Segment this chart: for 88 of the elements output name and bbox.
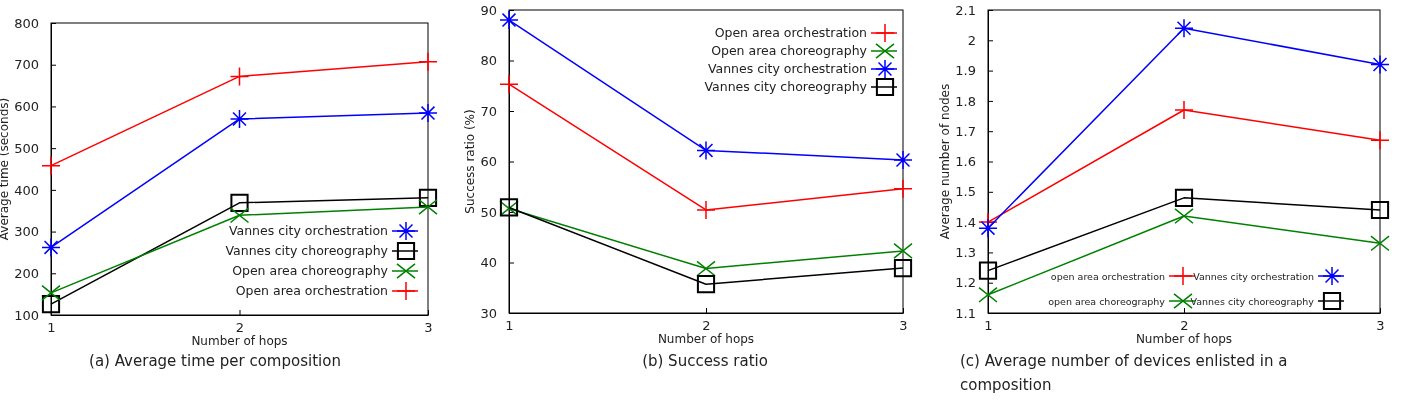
y-tick-label: 1.8 [955, 93, 976, 109]
point [229, 109, 250, 129]
y-tick-label: 80 [480, 53, 497, 69]
point [1370, 130, 1390, 151]
legend-label: Vannes city choreography [225, 243, 389, 258]
legend-label: Vannes city choreography [1190, 296, 1315, 307]
x-tick-label: 2 [235, 320, 245, 336]
y-tick-label: 2 [967, 32, 976, 48]
legend-label: Open area orchestration [235, 283, 388, 298]
point [696, 140, 716, 161]
y-tick-label: 1.1 [955, 305, 976, 321]
x-axis-title: Number of hops [1135, 332, 1233, 346]
y-axis-title: Average number of nodes [938, 83, 953, 240]
point [978, 261, 998, 280]
y-tick-label: 1.3 [955, 245, 976, 261]
point [41, 237, 61, 258]
y-tick-label: 40 [480, 255, 497, 271]
y-tick-label: 50 [480, 204, 497, 220]
legend-label: open area choreography [1048, 296, 1166, 307]
point [1174, 188, 1194, 207]
x-tick-label: 1 [505, 318, 514, 334]
point [499, 74, 519, 94]
point [893, 258, 913, 278]
legend-label: Vannes city orchestration [228, 223, 388, 238]
y-tick-label: 700 [14, 57, 39, 73]
y-tick-label: 1.7 [955, 123, 976, 139]
point [893, 242, 913, 259]
y-tick-label: 90 [480, 2, 497, 18]
legend-label: Open area choreography [711, 43, 868, 58]
x-tick-label: 3 [424, 320, 433, 336]
point [41, 155, 61, 176]
y-tick-label: 200 [14, 265, 39, 281]
point [978, 218, 998, 238]
point [696, 200, 716, 220]
point [418, 199, 438, 215]
point [1370, 235, 1390, 252]
y-tick-label: 1.5 [955, 184, 976, 200]
point [1370, 200, 1390, 220]
legend-label: Vannes city orchestration [707, 61, 867, 76]
point [229, 66, 250, 87]
legend-label: Vannes city orchestration [1193, 271, 1314, 282]
text: (b) Success ratio [642, 352, 768, 370]
point [893, 150, 913, 170]
point [1174, 18, 1194, 38]
y-tick-label: 30 [480, 305, 497, 321]
x-tick-label: 1 [984, 318, 993, 334]
y-tick-label: 60 [480, 154, 497, 170]
point [41, 284, 61, 301]
x-tick-label: 1 [47, 320, 56, 336]
point [41, 295, 61, 314]
y-axis-title: Success ratio (%) [463, 109, 478, 214]
legend-label: Open area orchestration [714, 25, 867, 40]
y-tick-label: 400 [14, 182, 39, 198]
y-tick-label: 1.2 [955, 275, 976, 291]
y-tick-label: 1.4 [955, 214, 976, 230]
x-tick-label: 2 [702, 318, 711, 334]
point [418, 103, 438, 123]
x-axis-title: Number of hops [191, 334, 288, 348]
y-tick-label: 70 [480, 103, 497, 119]
point [696, 275, 716, 294]
y-tick-label: 500 [14, 140, 39, 156]
point [230, 193, 249, 212]
point [893, 179, 913, 199]
point [418, 52, 438, 72]
point [1174, 208, 1194, 224]
point [229, 207, 250, 224]
x-axis-title: Number of hops [657, 332, 755, 346]
y-tick-label: 1.9 [955, 63, 976, 79]
text: (a) Average time per composition [89, 352, 341, 370]
x-tick-label: 2 [1180, 318, 1189, 334]
point [418, 188, 438, 207]
legend-label: Vannes city choreography [704, 79, 868, 94]
y-tick-label: 300 [14, 224, 39, 240]
x-tick-label: 3 [899, 318, 908, 334]
y-tick-label: 800 [14, 15, 39, 31]
legend-label: Open area choreography [232, 263, 389, 278]
point [1174, 100, 1194, 120]
x-tick-label: 3 [1376, 318, 1385, 334]
text: (c) Average number of devices enlisted in a composition [960, 352, 1288, 394]
y-tick-label: 600 [14, 99, 39, 115]
legend-label: open area orchestration [1050, 271, 1165, 282]
point [978, 286, 998, 303]
point [499, 10, 519, 30]
y-tick-label: 100 [14, 307, 39, 323]
y-tick-label: 1.6 [955, 154, 976, 170]
y-tick-label: 2.1 [955, 2, 976, 18]
y-axis-title: Average time (seconds) [0, 97, 12, 241]
point [1370, 54, 1390, 75]
